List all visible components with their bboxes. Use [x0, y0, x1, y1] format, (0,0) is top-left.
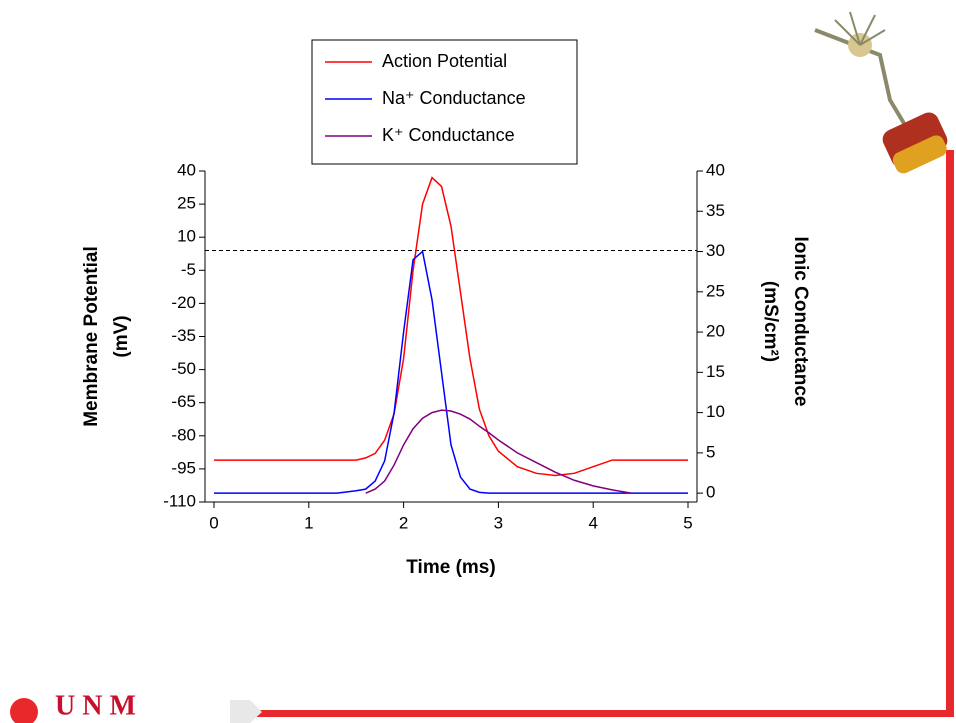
y-tick-label: -80: [171, 425, 196, 444]
y-tick-label: -95: [171, 458, 196, 477]
y-tick-label: -50: [171, 359, 196, 378]
y2-tick-label: 5: [706, 442, 715, 461]
y-tick-label: 40: [177, 160, 196, 179]
y2-tick-label: 25: [706, 281, 725, 300]
y-tick-label: -110: [163, 491, 196, 510]
logo-arrow: [230, 700, 262, 723]
y-tick-label: -35: [171, 326, 196, 345]
y2-axis-label: (mS/cm²): [760, 281, 781, 362]
y-tick-label: 10: [177, 227, 196, 246]
y-axis-label: Membrane Potential: [81, 246, 102, 427]
y2-tick-label: 35: [706, 201, 725, 220]
legend-label: K⁺ Conductance: [382, 125, 515, 145]
x-tick-label: 2: [399, 513, 408, 532]
x-axis-label: Time (ms): [406, 557, 495, 578]
right-bar: [946, 150, 954, 716]
y2-tick-label: 15: [706, 362, 725, 381]
y2-axis-label: Ionic Conductance: [790, 237, 811, 407]
legend: Action Potential Na⁺ Conductance K⁺ Conduc…: [325, 51, 526, 145]
legend-label: Na⁺ Conductance: [382, 88, 526, 108]
logo-circle: [10, 698, 38, 723]
plot-area: 402510-5-20-35-50-65-80-95-1104035302520…: [81, 160, 811, 578]
legend-box: [311, 39, 578, 165]
logo-text: U N M: [55, 690, 136, 721]
y2-tick-label: 40: [706, 160, 725, 179]
bottom-bar: [250, 710, 954, 717]
x-tick-label: 5: [683, 513, 692, 532]
y2-tick-label: 10: [706, 402, 725, 421]
series-line: [214, 250, 688, 494]
legend-label: Action Potential: [382, 51, 507, 71]
y-tick-label: -65: [171, 392, 196, 411]
series-line: [365, 409, 632, 494]
y-tick-label: 25: [177, 194, 196, 213]
series-line: [214, 176, 688, 477]
y-axis-label: (mV): [111, 315, 132, 357]
y-tick-label: -20: [171, 293, 196, 312]
y2-tick-label: 30: [706, 241, 725, 260]
y-tick-label: -5: [181, 260, 196, 279]
x-tick-label: 1: [304, 513, 313, 532]
y2-tick-label: 0: [706, 483, 715, 502]
y2-tick-label: 20: [706, 322, 725, 341]
neuron-illustration: [814, 11, 948, 174]
x-tick-label: 0: [209, 513, 218, 532]
x-tick-label: 3: [494, 513, 503, 532]
x-tick-label: 4: [588, 513, 597, 532]
